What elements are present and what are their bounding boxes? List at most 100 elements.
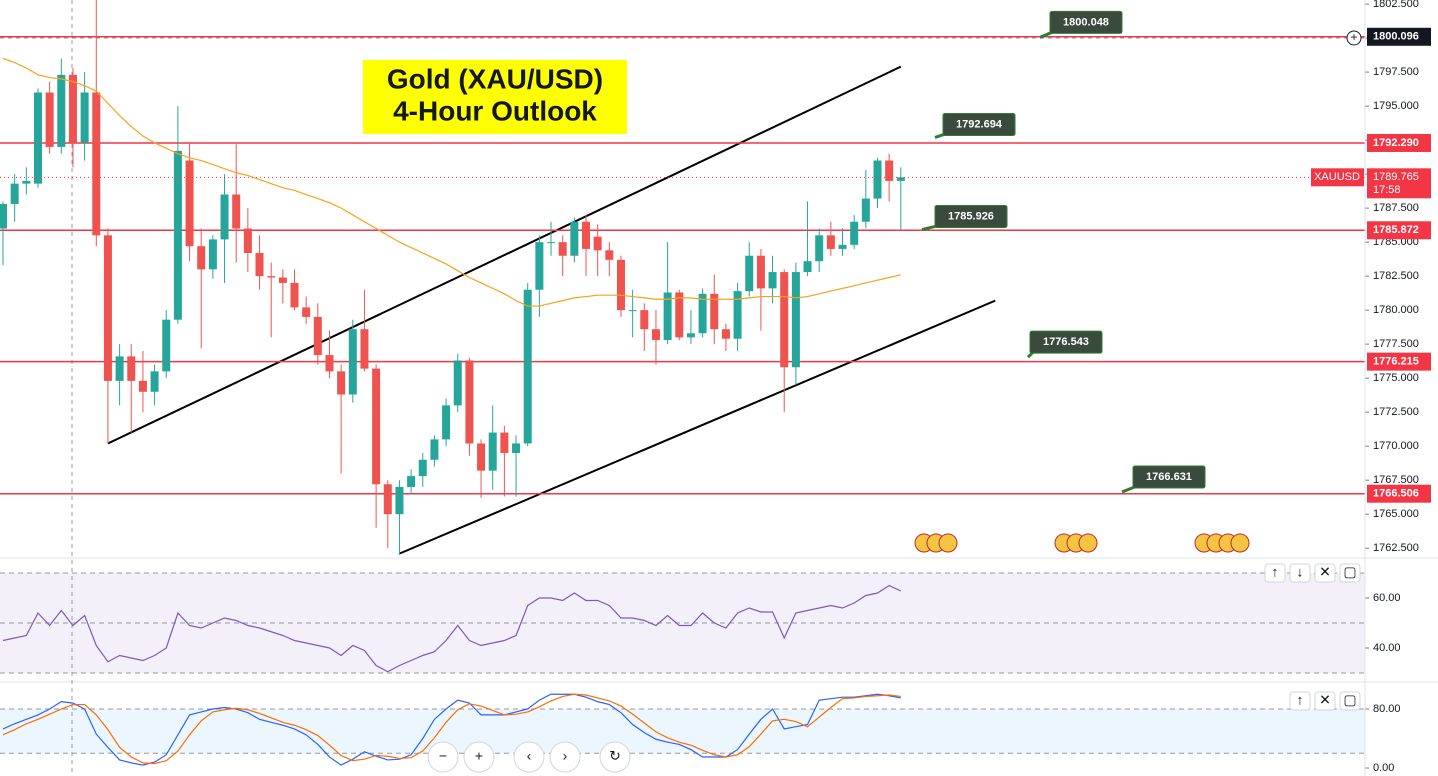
title-box	[363, 60, 627, 134]
y-tick-label: 1782.500	[1373, 270, 1419, 282]
y-tick-label: 1780.000	[1373, 304, 1419, 316]
candle-body	[663, 292, 672, 341]
y-tick-label: 1772.500	[1373, 406, 1419, 418]
callout-box	[934, 205, 1008, 229]
level-label: 1792.290	[1373, 137, 1419, 149]
y-tick-label: 60.00	[1373, 592, 1401, 604]
reset[interactable]	[599, 741, 631, 773]
candle-body	[232, 194, 241, 229]
close[interactable]	[1314, 691, 1336, 711]
candle-body	[430, 439, 439, 460]
level-tag	[1367, 484, 1431, 503]
candle-body	[348, 329, 357, 395]
candle-body	[675, 292, 684, 338]
callout-label: 1785.926	[948, 210, 994, 222]
icon: ✕	[1319, 692, 1331, 708]
candle-body	[535, 242, 544, 290]
candle-body	[686, 333, 695, 338]
candle-body	[33, 92, 42, 184]
y-tick-label: 0.00	[1373, 762, 1394, 774]
candle-body	[477, 443, 486, 471]
candle-body	[651, 329, 660, 341]
candle-body	[442, 405, 451, 440]
icon: ↑	[1272, 564, 1279, 580]
symbol-tag	[1311, 168, 1364, 187]
icon: −	[439, 748, 447, 764]
scroll-left[interactable]	[513, 741, 545, 773]
candle-body	[302, 307, 311, 317]
candle-body	[488, 432, 497, 471]
candle-body	[267, 276, 276, 278]
candle-body	[92, 92, 101, 236]
pane-buttons[interactable]: ↑ ↓ ✕ ▢ ↑ ✕ ▢	[1264, 563, 1361, 711]
candle-body	[103, 235, 112, 381]
candle-body	[640, 310, 649, 330]
y-tick-label: 40.00	[1373, 642, 1401, 654]
move-up[interactable]	[1264, 563, 1286, 583]
zoom-in[interactable]	[463, 741, 495, 773]
candle-body	[115, 356, 124, 381]
y-tick-label: 1797.500	[1373, 66, 1419, 78]
maximize[interactable]	[1339, 563, 1361, 583]
level-tag	[1367, 221, 1431, 240]
icon: ↑	[1297, 692, 1304, 708]
candle-body	[885, 160, 894, 181]
candle-body	[22, 180, 31, 184]
level-tag	[1367, 352, 1431, 371]
band-fill	[0, 709, 1365, 754]
candle-body	[616, 259, 625, 311]
candle-body	[826, 235, 835, 249]
toolbar[interactable]: − + ‹ › ↻	[427, 741, 631, 773]
level-label: 1766.506	[1373, 488, 1419, 500]
move-up[interactable]	[1289, 691, 1311, 711]
add-level[interactable]	[1346, 30, 1362, 46]
price-tag	[1367, 168, 1431, 199]
candle-body	[582, 221, 590, 249]
candle-body	[756, 255, 765, 289]
candle-body	[558, 242, 567, 256]
candle-body	[465, 360, 474, 444]
candle-body	[453, 360, 462, 406]
event-icons	[914, 533, 1250, 553]
level-label: 1800.096	[1373, 31, 1419, 43]
band-fill	[0, 573, 1365, 673]
icon: ▢	[1343, 692, 1356, 708]
icon: +	[475, 748, 483, 764]
close[interactable]	[1314, 563, 1336, 583]
level-label: 1776.215	[1373, 356, 1419, 368]
candle-body	[500, 432, 509, 453]
symbol-label: XAUUSD	[1314, 171, 1360, 183]
title-line: Gold (XAU/USD)	[387, 63, 603, 94]
candle-body	[838, 244, 847, 249]
level-label: 1785.872	[1373, 224, 1419, 236]
y-tick-label: 1795.000	[1373, 100, 1419, 112]
candle-body	[45, 92, 54, 147]
scroll-right[interactable]	[549, 741, 581, 773]
candle-body	[395, 486, 404, 515]
candle-body	[721, 329, 730, 339]
candle-body	[512, 443, 521, 453]
icon: ↓	[1297, 564, 1304, 580]
candle-body	[383, 484, 392, 515]
callout-box	[1132, 465, 1206, 489]
candle-body	[173, 150, 182, 320]
title-line: 4-Hour Outlook	[393, 95, 597, 126]
candle-body	[0, 204, 7, 229]
candle-body	[138, 380, 147, 392]
candle-body	[593, 236, 602, 251]
candle-body	[243, 228, 252, 254]
maximize[interactable]	[1339, 691, 1361, 711]
y-tick-label: 1765.000	[1373, 508, 1419, 520]
callout-label: 1776.543	[1043, 336, 1089, 348]
trendline	[107, 65, 902, 445]
y-tick-label: 80.00	[1373, 703, 1401, 715]
candle-body	[278, 277, 287, 283]
icon: ▢	[1343, 564, 1356, 580]
callout-box	[1049, 10, 1123, 34]
move-down[interactable]	[1289, 563, 1311, 583]
moving-average	[2, 57, 901, 307]
zoom-out[interactable]	[427, 741, 459, 773]
candle-body	[768, 272, 777, 289]
candle-body	[372, 368, 381, 485]
